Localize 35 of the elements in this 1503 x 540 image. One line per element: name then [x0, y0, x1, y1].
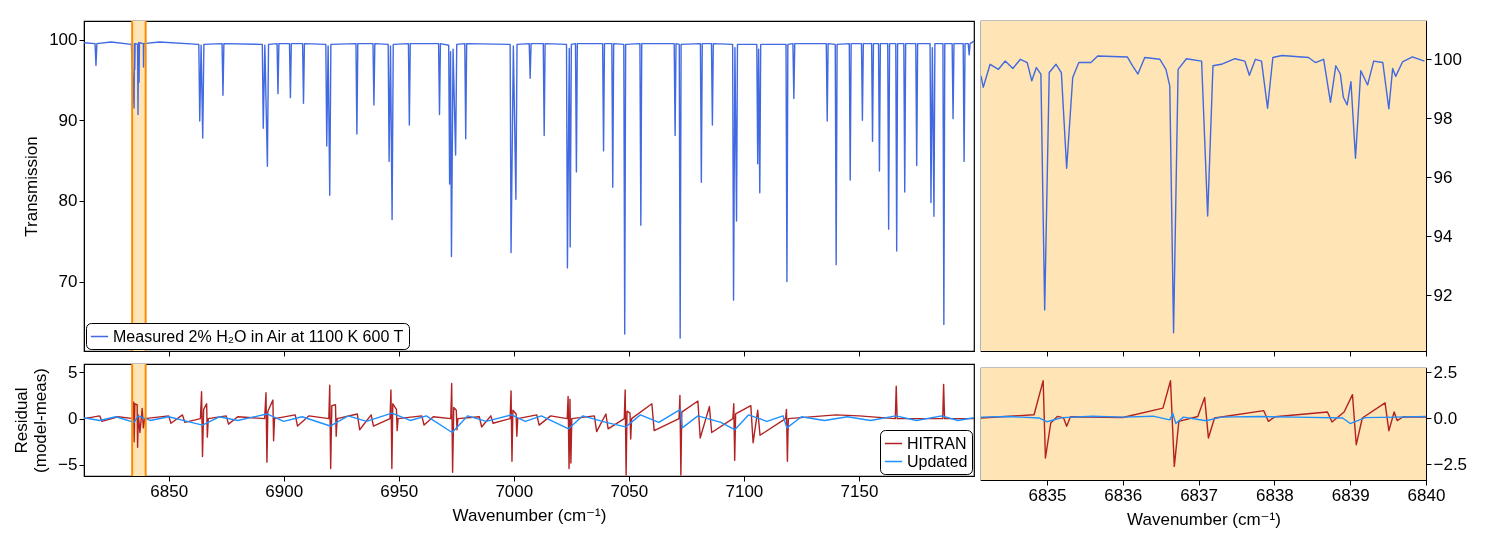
- y2-tick-label: 0.0: [1433, 408, 1458, 428]
- x-tick-label: 6839: [1331, 485, 1370, 505]
- y2-tick-label: −2.5: [1433, 454, 1468, 474]
- y2-tick-label: 2.5: [1433, 362, 1458, 382]
- y-tick-label: 0: [68, 409, 78, 429]
- x-tick-label: 7000: [495, 481, 534, 501]
- legend-label: HITRAN: [907, 434, 967, 452]
- x-tick-label: 6836: [1104, 485, 1143, 505]
- y-tick-label: 90: [58, 110, 78, 130]
- x-tick-label: 7150: [840, 481, 879, 501]
- x-tick-label: 6838: [1255, 485, 1294, 505]
- y2-tick-label: 100: [1433, 49, 1462, 69]
- legend-label: Updated: [907, 452, 968, 470]
- legend-label: Measured 2% H₂O in Air at 1100 K 600 T: [113, 327, 404, 345]
- x-axis-title: Wavenumber (cm⁻¹): [452, 505, 607, 525]
- x-tick-label: 6850: [150, 481, 189, 501]
- x-axis-title: Wavenumber (cm⁻¹): [1127, 509, 1281, 529]
- y-tick-label: 100: [49, 30, 78, 50]
- y-tick-label: −5: [58, 455, 78, 475]
- x-tick-label: 6840: [1407, 485, 1446, 505]
- y-axis-title: Residual (model-meas): [12, 368, 51, 473]
- x-tick-label: 7100: [725, 481, 764, 501]
- y-tick-label: 70: [58, 272, 78, 292]
- x-tick-label: 6900: [265, 481, 304, 501]
- x-tick-label: 6837: [1180, 485, 1218, 505]
- y2-tick-label: 92: [1433, 285, 1453, 305]
- x-tick-label: 6835: [1028, 485, 1067, 505]
- x-tick-label: 7050: [610, 481, 649, 501]
- y-tick-label: 80: [58, 191, 78, 211]
- y2-tick-label: 98: [1433, 108, 1453, 128]
- y2-tick-label: 96: [1433, 167, 1453, 187]
- y-axis-title: Transmission: [22, 136, 42, 237]
- x-tick-label: 6950: [380, 481, 419, 501]
- y-tick-label: 5: [68, 362, 78, 382]
- y2-tick-label: 94: [1433, 226, 1453, 246]
